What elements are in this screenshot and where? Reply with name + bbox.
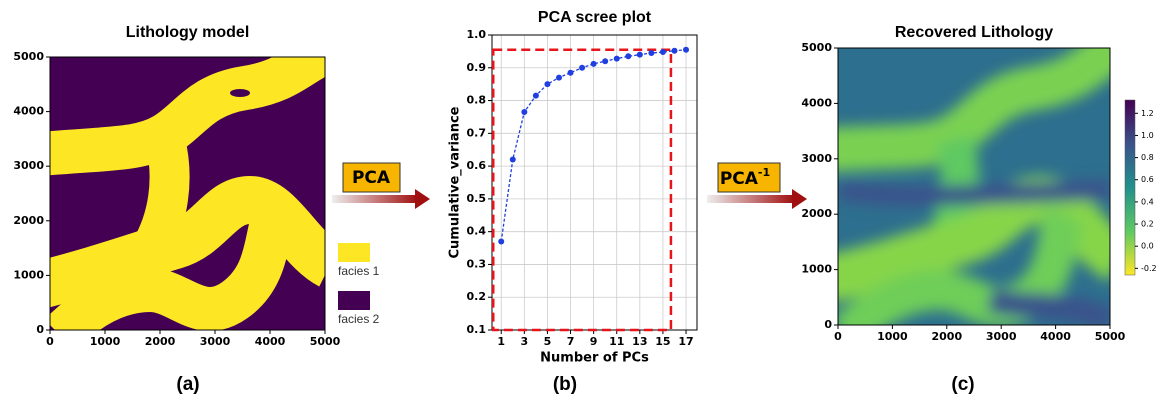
arrow-head — [792, 189, 807, 209]
y-tick-label: 0.9 — [467, 61, 487, 74]
x-tick-label: 0 — [46, 335, 54, 348]
axes-frame — [837, 47, 1111, 326]
y-tick-label: 0 — [36, 323, 44, 336]
y-tick-label: 0.1 — [467, 323, 487, 336]
arrow — [332, 195, 417, 203]
chart-title: Recovered Lithology — [895, 24, 1053, 41]
y-tick-label: 0.3 — [467, 257, 487, 270]
x-tick-label: 13 — [632, 335, 647, 348]
arrow-label-box — [342, 162, 401, 193]
colorbar-tick-label: 1.2 — [1141, 109, 1154, 118]
y-tick-label: 4000 — [13, 105, 44, 118]
caption: (c) — [951, 374, 974, 395]
data-point — [602, 58, 609, 65]
x-tick-label: 3 — [521, 335, 529, 348]
y-tick-label: 2000 — [801, 207, 832, 220]
colorbar — [1124, 99, 1136, 276]
x-tick-label: 1000 — [90, 335, 121, 348]
caption: (a) — [176, 374, 199, 395]
x-tick-label: 17 — [678, 335, 693, 348]
y-tick-label: 0.8 — [467, 94, 487, 107]
data-point — [544, 81, 551, 88]
y-tick-label: 5000 — [13, 50, 44, 63]
y-tick-label: 1.0 — [467, 28, 487, 41]
x-tick-label: 5000 — [1095, 330, 1126, 343]
y-tick-label: 0 — [824, 318, 832, 331]
data-point — [498, 238, 505, 245]
data-point — [613, 55, 620, 62]
colorbar-tick-label: 1.0 — [1141, 131, 1154, 140]
highlight-box — [491, 48, 673, 332]
x-tick-label: 1 — [497, 335, 505, 348]
legend-label: facies 1 — [338, 264, 380, 278]
axes-frame — [49, 56, 326, 331]
x-tick-label: 2000 — [145, 335, 176, 348]
colorbar-tick-label: 0.8 — [1141, 153, 1154, 162]
legend-swatch — [338, 291, 370, 310]
arrow-label: PCA — [352, 168, 391, 188]
y-tick-label: 3000 — [801, 152, 832, 165]
arrow-label-sup: -1 — [758, 166, 770, 179]
arrow — [707, 195, 794, 203]
series-line — [500, 49, 687, 242]
x-tick-label: 3000 — [986, 330, 1017, 343]
data-point — [683, 46, 690, 53]
data-point — [659, 49, 666, 56]
data-point — [648, 50, 655, 57]
y-tick-label: 0.5 — [467, 192, 487, 205]
x-tick-label: 1000 — [877, 330, 908, 343]
y-tick-label: 5000 — [801, 41, 832, 54]
chart-title: Lithology model — [126, 24, 250, 41]
data-point — [521, 109, 528, 116]
arrow-label-box — [717, 162, 781, 193]
x-tick-label: 15 — [655, 335, 670, 348]
y-tick-label: 4000 — [801, 96, 832, 109]
colorbar-tick-label: 0.0 — [1141, 242, 1154, 251]
y-tick-label: 0.6 — [467, 159, 487, 172]
colorbar-tick-label: 0.2 — [1141, 220, 1154, 229]
x-tick-label: 7 — [567, 335, 575, 348]
x-tick-label: 4000 — [255, 335, 286, 348]
y-tick-label: 3000 — [13, 159, 44, 172]
data-point — [579, 64, 586, 71]
lithology-map — [50, 57, 325, 330]
x-tick-label: 4000 — [1040, 330, 1071, 343]
caption: (b) — [553, 374, 577, 395]
arrow-label: PCA — [720, 169, 759, 189]
data-point — [555, 74, 562, 81]
x-tick-label: 11 — [609, 335, 624, 348]
data-point — [509, 156, 516, 163]
y-tick-label: 0.4 — [467, 225, 487, 238]
data-point — [625, 53, 632, 60]
x-tick-label: 5 — [544, 335, 552, 348]
y-tick-label: 0.2 — [467, 290, 487, 303]
x-tick-label: 3000 — [200, 335, 231, 348]
data-point — [590, 60, 597, 67]
chart-title: PCA scree plot — [538, 9, 652, 26]
data-point — [671, 47, 678, 54]
y-tick-label: 1000 — [13, 268, 44, 281]
colorbar-tick-label: 0.6 — [1141, 175, 1154, 184]
data-point — [532, 92, 539, 99]
arrow-head — [415, 189, 430, 209]
x-tick-label: 0 — [834, 330, 842, 343]
x-axis-label: Number of PCs — [540, 351, 649, 366]
axes-frame — [491, 34, 698, 331]
x-tick-label: 5000 — [310, 335, 341, 348]
y-tick-label: 0.7 — [467, 126, 487, 139]
legend-swatch — [338, 243, 370, 262]
y-axis-label: Cumulative_variance — [448, 106, 463, 258]
data-point — [567, 69, 574, 76]
y-tick-label: 2000 — [13, 214, 44, 227]
x-tick-label: 9 — [590, 335, 598, 348]
y-tick-label: 1000 — [801, 263, 832, 276]
colorbar-tick-label: -0.2 — [1141, 264, 1157, 273]
colorbar-tick-label: 0.4 — [1141, 197, 1154, 206]
x-tick-label: 2000 — [931, 330, 962, 343]
legend-label: facies 2 — [338, 312, 380, 326]
data-point — [636, 51, 643, 58]
arrow-label: PCA-1 — [720, 166, 770, 189]
recovered-map — [838, 48, 1110, 325]
